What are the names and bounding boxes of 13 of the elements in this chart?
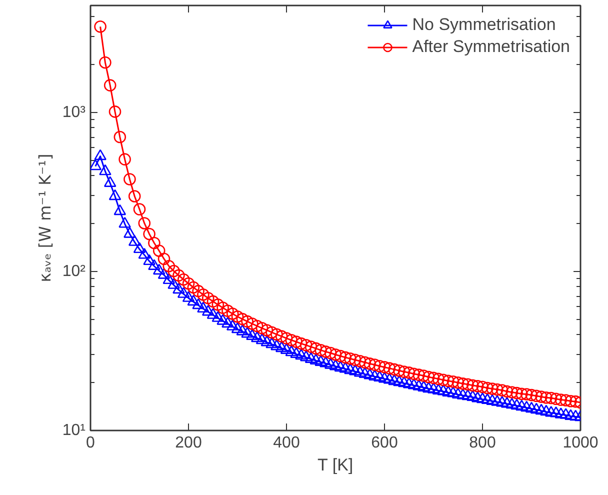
x-tick-label: 0: [86, 434, 96, 452]
y-axis-title: κₐᵥₑ [W m⁻¹ K⁻¹]: [35, 154, 54, 282]
x-tick-label: 400: [273, 434, 300, 452]
x-tick-label: 200: [175, 434, 202, 452]
y-tick-label: 10²: [62, 262, 86, 280]
y-tick-label: 10³: [62, 104, 86, 121]
x-tick-label: 800: [469, 434, 496, 452]
y-tick-label: 10¹: [62, 422, 86, 439]
legend-label: After Symmetrisation: [412, 37, 570, 57]
x-tick-label: 1000: [562, 434, 598, 452]
x-axis-title: T [K]: [318, 456, 354, 474]
x-tick-label: 600: [371, 434, 398, 452]
legend-label: No Symmetrisation: [412, 15, 556, 35]
